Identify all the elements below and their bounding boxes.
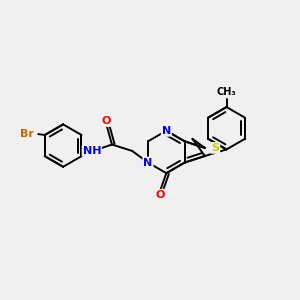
Text: CH₃: CH₃ [217,87,236,97]
Text: S: S [211,143,219,153]
Text: O: O [102,116,111,126]
Text: O: O [155,190,165,200]
Text: N: N [162,126,171,136]
Text: Br: Br [20,128,34,139]
Text: N: N [143,158,153,167]
Text: NH: NH [82,146,101,156]
